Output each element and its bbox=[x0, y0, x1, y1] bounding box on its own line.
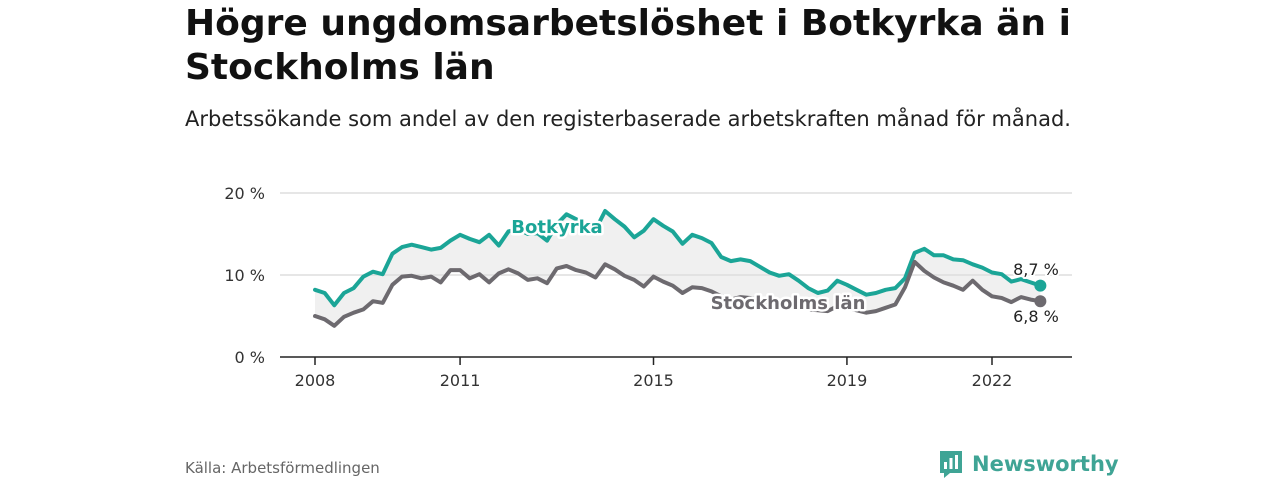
chart-subtitle: Arbetssökande som andel av den registerb… bbox=[185, 107, 1071, 131]
end-value-stockholm: 6,8 % bbox=[1013, 307, 1059, 326]
end-marker-botkyrka bbox=[1034, 279, 1047, 292]
newsworthy-logo-icon bbox=[940, 451, 962, 478]
line-chart: 0 % 10 % 20 % 2008 2011 2015 2019 2022 Botkyrka S… bbox=[224, 184, 1072, 390]
source-note: Källa: Arbetsförmedlingen bbox=[185, 459, 380, 477]
x-tick-label: 2008 bbox=[295, 371, 336, 390]
x-tick-label: 2019 bbox=[827, 371, 868, 390]
end-value-botkyrka: 8,7 % bbox=[1013, 260, 1059, 279]
y-tick-label: 0 % bbox=[235, 348, 265, 367]
end-marker-stockholm bbox=[1034, 295, 1047, 308]
x-tick-label: 2011 bbox=[440, 371, 481, 390]
x-tick-label: 2022 bbox=[972, 371, 1013, 390]
series-line-stockholm bbox=[313, 259, 1043, 328]
series-line-botkyrka bbox=[313, 209, 1043, 308]
brand-logo: Newsworthy bbox=[938, 449, 1119, 479]
x-tick-label: 2015 bbox=[633, 371, 674, 390]
chart-title: Högre ungdomsarbetslöshet i Botkyrka än … bbox=[185, 3, 1071, 88]
brand-name: Newsworthy bbox=[972, 452, 1119, 476]
series-label-botkyrka: Botkyrka bbox=[511, 217, 602, 238]
gap-band bbox=[315, 211, 1041, 326]
series-label-stockholm: Stockholms län bbox=[711, 293, 866, 314]
y-tick-label: 20 % bbox=[224, 184, 265, 203]
y-tick-label: 10 % bbox=[224, 266, 265, 285]
